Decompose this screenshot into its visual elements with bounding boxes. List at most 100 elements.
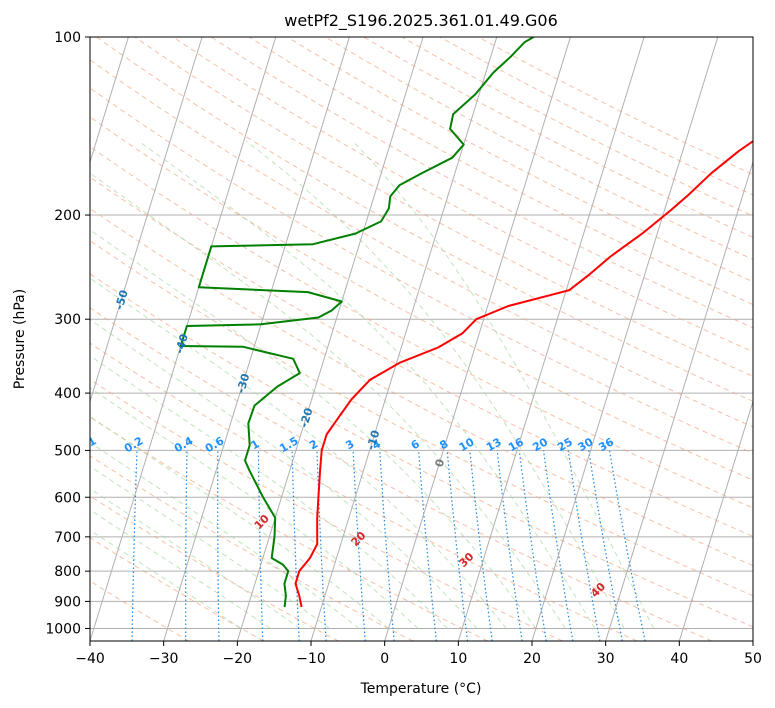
y-tick-label: 300 bbox=[54, 312, 81, 328]
moist-adiabat-line bbox=[90, 441, 360, 629]
moist-adiabat-line bbox=[90, 172, 566, 629]
dry-adiabat-line bbox=[439, 37, 753, 196]
isotherm-label: -40 bbox=[173, 332, 191, 355]
mixing-ratio-line bbox=[469, 450, 493, 641]
y-tick-label: 700 bbox=[54, 530, 81, 546]
x-tick-label: −10 bbox=[296, 651, 326, 667]
mixing-ratio-line bbox=[90, 450, 91, 466]
isotherm-line bbox=[236, 37, 424, 641]
isotherm-line bbox=[605, 160, 753, 641]
isotherm-line bbox=[457, 37, 645, 641]
dry-adiabat-line bbox=[134, 37, 753, 377]
temperature-profile-line bbox=[294, 139, 753, 608]
dewpoint-profile-line bbox=[179, 37, 535, 608]
mixing-ratio-label: 0.1 bbox=[75, 434, 98, 455]
isotherm-line bbox=[752, 639, 753, 641]
dry-adiabat-line bbox=[96, 37, 753, 402]
isotherm-label: -70 bbox=[0, 197, 12, 220]
x-tick-label: 10 bbox=[449, 651, 467, 667]
y-tick-label: 400 bbox=[54, 386, 81, 402]
mixing-ratio-label: 10 bbox=[457, 435, 477, 454]
dry-adiabat-label: 20 bbox=[349, 529, 369, 549]
isotherm-label: -60 bbox=[52, 245, 70, 268]
dry-adiabat-line bbox=[90, 240, 753, 597]
y-tick-label: 800 bbox=[54, 564, 81, 580]
dry-adiabat-label: 40 bbox=[588, 580, 608, 600]
dry-adiabat-line bbox=[90, 207, 753, 567]
x-tick-label: −40 bbox=[75, 651, 105, 667]
moist-adiabat-line bbox=[352, 140, 655, 629]
dry-adiabat-line bbox=[172, 37, 753, 353]
moist-adiabat-line bbox=[90, 319, 478, 629]
dry-adiabat-line bbox=[90, 176, 753, 537]
plot-frame bbox=[89, 36, 754, 642]
isotherm-line bbox=[678, 399, 753, 641]
mixing-ratio-line bbox=[446, 450, 469, 641]
dry-adiabat-line bbox=[248, 37, 753, 306]
mixing-ratio-line bbox=[291, 450, 300, 641]
mixing-ratio-label: 25 bbox=[555, 435, 575, 454]
background-lines bbox=[90, 37, 753, 641]
isotherm-line bbox=[310, 37, 498, 641]
mixing-ratio-label: 16 bbox=[506, 435, 526, 454]
x-tick-label: 40 bbox=[670, 651, 688, 667]
dry-adiabat-line bbox=[90, 307, 712, 641]
mixing-ratio-line bbox=[379, 450, 395, 641]
mixing-ratio-line bbox=[131, 450, 138, 641]
mixing-ratio-label: 0.2 bbox=[122, 434, 145, 455]
y-tick-label: 200 bbox=[54, 208, 81, 224]
moist-adiabat-line bbox=[245, 140, 625, 629]
y-tick-label: 100 bbox=[54, 30, 81, 46]
x-tick-label: 0 bbox=[380, 651, 389, 667]
dry-adiabat-label: 10 bbox=[252, 512, 272, 532]
isotherm-label: 0 bbox=[433, 457, 448, 468]
dry-adiabat-line bbox=[90, 59, 753, 428]
x-axis-label: Temperature (°C) bbox=[360, 681, 482, 697]
dry-adiabat-line bbox=[90, 416, 488, 641]
mixing-ratio-label: 13 bbox=[484, 435, 504, 454]
isotherm-line bbox=[163, 37, 350, 641]
y-tick-label: 1000 bbox=[45, 621, 81, 637]
y-tick-label: 600 bbox=[54, 490, 81, 506]
dry-adiabat-line bbox=[90, 537, 264, 641]
dry-adiabat-line bbox=[287, 37, 753, 283]
y-axis-label: Pressure (hPa) bbox=[12, 289, 28, 389]
moist-adiabat-line bbox=[138, 140, 596, 629]
mixing-ratio-line bbox=[185, 450, 188, 641]
mixing-ratio-line bbox=[588, 450, 623, 641]
chart-title: wetPf2_S196.2025.361.01.49.G06 bbox=[284, 11, 558, 31]
mixing-ratio-line bbox=[518, 450, 547, 641]
x-tick-label: 50 bbox=[744, 651, 762, 667]
dry-adiabat-line bbox=[90, 342, 638, 641]
dry-adiabat-line bbox=[90, 146, 753, 509]
dry-adiabat-line bbox=[90, 378, 563, 641]
isotherm-label: -50 bbox=[113, 288, 131, 311]
isotherm-line bbox=[90, 37, 129, 164]
line-labels: 0.10.20.40.611.52346810131620253036-100-… bbox=[0, 197, 616, 600]
mixing-ratio-line bbox=[418, 450, 437, 641]
dry-adiabat-label: 30 bbox=[456, 550, 476, 570]
moist-adiabat-line bbox=[90, 488, 301, 629]
moist-adiabat-line bbox=[90, 509, 271, 629]
mixing-ratio-line bbox=[543, 450, 574, 641]
mixing-ratio-label: 0.4 bbox=[172, 434, 196, 455]
mixing-ratio-line bbox=[257, 450, 264, 641]
dry-adiabat-line bbox=[90, 87, 753, 454]
dry-adiabat-line bbox=[90, 273, 753, 628]
x-tick-label: −30 bbox=[149, 651, 179, 667]
mixing-ratio-label: 0.6 bbox=[203, 434, 227, 455]
dry-adiabat-line bbox=[90, 455, 414, 641]
y-tick-label: 500 bbox=[54, 443, 81, 459]
isotherm-label: -20 bbox=[297, 406, 315, 429]
moist-adiabat-line bbox=[90, 229, 537, 629]
y-tick-label: 900 bbox=[54, 594, 81, 610]
isotherm-label: -30 bbox=[234, 372, 252, 395]
mixing-ratio-line bbox=[496, 450, 523, 641]
mixing-ratio-label: 20 bbox=[530, 435, 550, 454]
moist-adiabat-line bbox=[90, 529, 242, 629]
mixing-ratio-line bbox=[217, 450, 220, 641]
isotherm-label: -10 bbox=[364, 428, 382, 451]
profiles bbox=[179, 37, 753, 608]
mixing-ratio-label: 30 bbox=[576, 435, 596, 454]
